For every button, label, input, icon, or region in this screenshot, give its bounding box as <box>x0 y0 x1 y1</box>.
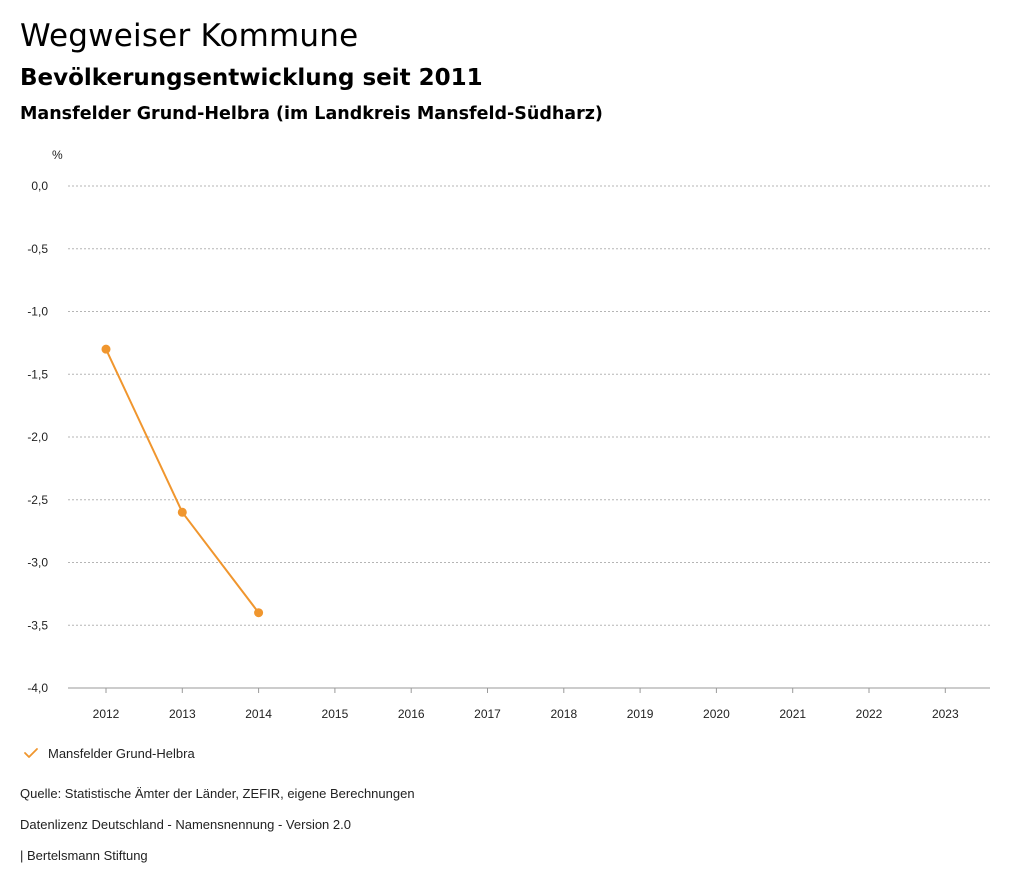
series-lines <box>101 344 264 618</box>
grid-lines <box>68 185 990 689</box>
y-axis-ticks: 0,0 -0,5 -1,0 -1,5 -2,0 -2,5 -3,0 -3,5 -4,0 <box>27 179 48 695</box>
x-tick-label: 2015 <box>322 707 349 721</box>
x-tick-label: 2018 <box>550 707 577 721</box>
x-tick-label: 2019 <box>627 707 654 721</box>
x-tick-label: 2022 <box>856 707 883 721</box>
series-line <box>105 348 260 614</box>
publisher-note: | Bertelsmann Stiftung <box>20 848 148 863</box>
data-point[interactable] <box>254 608 264 618</box>
legend-label: Mansfelder Grund-Helbra <box>48 745 195 761</box>
y-tick-label: -2,0 <box>27 430 48 444</box>
source-note: Quelle: Statistische Ämter der Länder, Z… <box>20 786 415 801</box>
chart-subtitle: Bevölkerungsentwicklung seit 2011 <box>20 65 483 91</box>
y-tick-label: 0,0 <box>31 179 48 193</box>
y-axis-label: % <box>52 148 63 162</box>
data-point[interactable] <box>177 507 187 517</box>
x-tick-label: 2016 <box>398 707 425 721</box>
y-tick-label: -2,5 <box>27 493 48 507</box>
page-title: Wegweiser Kommune <box>20 18 359 54</box>
x-tick-label: 2014 <box>245 707 272 721</box>
y-tick-label: -3,5 <box>27 618 48 632</box>
y-tick-label: -0,5 <box>27 242 48 256</box>
y-tick-label: -3,0 <box>27 556 48 570</box>
x-axis-ticks: 2012 2013 2014 2015 2016 2017 2018 2019 2020 2021… <box>93 688 959 721</box>
x-tick-label: 2012 <box>93 707 120 721</box>
legend[interactable]: Mansfelder Grund-Helbra <box>22 745 195 761</box>
x-tick-label: 2013 <box>169 707 196 721</box>
y-tick-label: -1,5 <box>27 367 48 381</box>
region-name: Mansfelder Grund-Helbra (im Landkreis Ma… <box>20 104 603 124</box>
x-tick-label: 2021 <box>779 707 806 721</box>
y-tick-label: -4,0 <box>27 681 48 695</box>
x-tick-label: 2023 <box>932 707 959 721</box>
x-tick-label: 2020 <box>703 707 730 721</box>
license-note: Datenlizenz Deutschland - Namensnennung … <box>20 817 351 832</box>
y-tick-label: -1,0 <box>27 305 48 319</box>
checkmark-icon <box>22 745 40 761</box>
x-tick-label: 2017 <box>474 707 501 721</box>
data-point[interactable] <box>101 344 111 354</box>
